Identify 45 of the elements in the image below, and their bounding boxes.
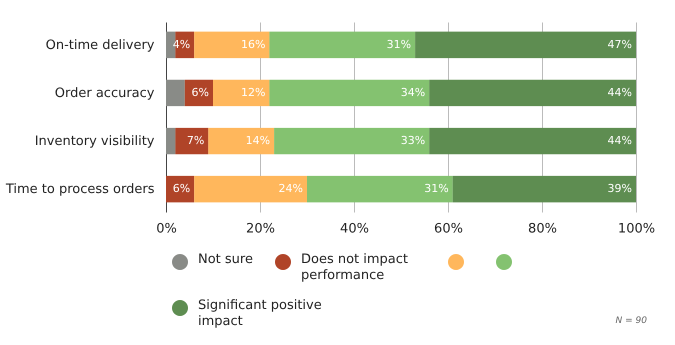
x-tick-label: 80%	[528, 222, 557, 236]
bar	[415, 32, 636, 58]
y-tick-label: Order accuracy	[54, 86, 155, 101]
bar	[429, 128, 636, 154]
bar	[194, 32, 270, 58]
bar	[452, 176, 636, 202]
data-label: 12%	[240, 86, 266, 99]
legend-label: Not sure	[198, 252, 253, 268]
bar	[307, 176, 453, 202]
data-label: 31%	[424, 182, 449, 196]
bar	[194, 176, 307, 202]
bar	[166, 128, 176, 154]
data-label: 6%	[172, 182, 190, 196]
x-tick-label: 0%	[156, 222, 177, 236]
bar	[166, 80, 185, 106]
data-label: 24%	[278, 182, 303, 196]
bar	[213, 80, 270, 106]
x-tick-label: 60%	[434, 222, 463, 236]
data-label: 14%	[246, 134, 270, 148]
bar	[208, 128, 274, 154]
data-label: 47%	[608, 38, 632, 51]
bar	[175, 128, 208, 154]
data-label: 44%	[608, 86, 632, 99]
y-tick-label: Inventory visibility	[34, 134, 155, 150]
bar	[269, 80, 430, 106]
x-tick-label: 100%	[618, 222, 656, 236]
data-label: 16%	[240, 38, 266, 51]
text: N = 90	[616, 316, 647, 326]
data-label: 7%	[186, 134, 204, 148]
data-label: 34%	[400, 86, 426, 99]
data-label: 33%	[400, 134, 426, 148]
bar	[429, 80, 636, 106]
x-tick-label: 20%	[246, 222, 275, 236]
legend-label: Does not impact performance	[300, 252, 410, 284]
y-tick-label: On-time delivery	[46, 38, 155, 53]
data-label: 39%	[608, 182, 632, 196]
legend-label: Significant positive impact	[198, 298, 323, 330]
data-label: 31%	[386, 38, 412, 51]
bar	[274, 128, 430, 154]
bar	[269, 32, 416, 58]
x-tick-label: 40%	[340, 222, 369, 236]
data-label: 44%	[608, 134, 632, 148]
data-label: 6%	[192, 86, 209, 99]
data-label: 4%	[172, 38, 190, 51]
y-tick-label: Time to process orders	[4, 182, 155, 198]
